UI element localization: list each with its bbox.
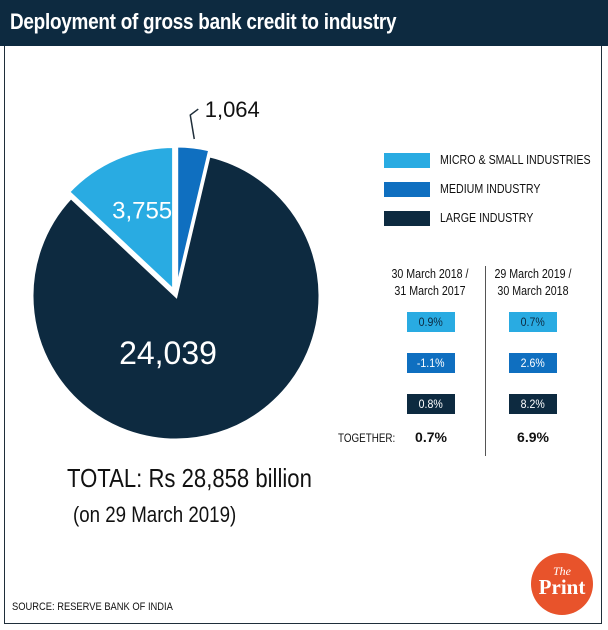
pie-label-large: 24,039 xyxy=(119,335,217,371)
column-header-line: 30 March 2018 xyxy=(497,283,569,298)
pie-slice-micro-small xyxy=(66,144,176,294)
column-header-2018: 30 March 2018 / 31 March 2017 xyxy=(370,265,490,299)
growth-badge-medium-2018: -1.1% xyxy=(407,353,455,373)
together-label: TOGETHER: xyxy=(338,431,396,445)
logo-the-text: The xyxy=(553,564,571,578)
pie-label-medium: 1,064 xyxy=(205,97,260,122)
legend-label: LARGE INDUSTRY xyxy=(440,210,534,225)
swatch-blue-icon xyxy=(384,182,430,197)
chart-title: Deployment of gross bank credit to indus… xyxy=(10,9,397,34)
pie-leader-line xyxy=(189,108,199,140)
column-header-2019: 29 March 2019 / 30 March 2018 xyxy=(473,265,593,299)
the-print-logo: The Print xyxy=(531,553,593,615)
total-date: (on 29 March 2019) xyxy=(73,502,237,527)
growth-badge-large-2018: 0.8% xyxy=(407,394,455,414)
growth-badge-large-2019: 8.2% xyxy=(509,394,557,414)
together-value-2019: 6.9% xyxy=(517,429,549,445)
column-header-line: 29 March 2019 / xyxy=(494,266,572,281)
swatch-light-blue-icon xyxy=(384,153,430,168)
column-header-line: 31 March 2017 xyxy=(394,283,466,298)
legend-label: MICRO & SMALL INDUSTRIES xyxy=(440,152,591,167)
column-header-line: 30 March 2018 / xyxy=(391,266,469,281)
growth-badge-medium-2019: 2.6% xyxy=(509,353,557,373)
total-line: TOTAL: Rs 28,858 billion xyxy=(67,463,312,493)
column-divider xyxy=(485,266,486,456)
pie-slice-large xyxy=(30,154,322,442)
growth-badge-micro-small-2019: 0.7% xyxy=(509,312,557,332)
logo-print-text: Print xyxy=(538,575,586,599)
source-note: SOURCE: RESERVE BANK OF INDIA xyxy=(12,601,173,613)
legend-label: MEDIUM INDUSTRY xyxy=(440,181,541,196)
figure-frame xyxy=(4,46,602,624)
swatch-navy-icon xyxy=(384,211,430,226)
together-value-2018: 0.7% xyxy=(415,429,447,445)
title-bar: Deployment of gross bank credit to indus… xyxy=(0,0,608,46)
pie-label-micro-small: 3,755 xyxy=(112,198,172,225)
growth-badge-micro-small-2018: 0.9% xyxy=(407,312,455,332)
